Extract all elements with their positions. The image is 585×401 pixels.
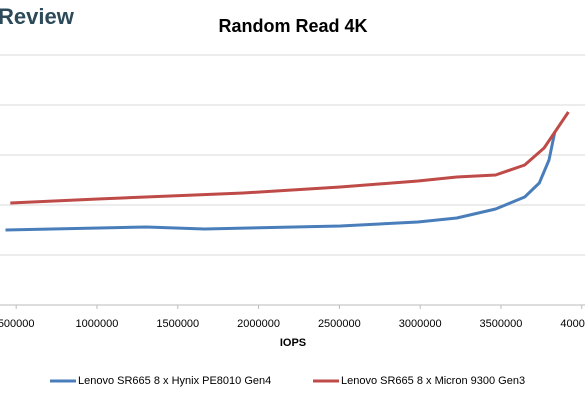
- x-tick-label: 500000: [0, 318, 35, 330]
- data-line: [10, 111, 570, 205]
- legend-label: Lenovo SR665 8 x Micron 9300 Gen3: [341, 375, 525, 387]
- data-line: [5, 131, 557, 232]
- x-tick-label: 4000000: [560, 318, 585, 330]
- x-tick-label: 3500000: [480, 318, 523, 330]
- chart-title: Random Read 4K: [218, 16, 367, 36]
- x-tick-label: 3000000: [399, 318, 442, 330]
- watermark: Review: [0, 4, 75, 29]
- legend-label: Lenovo SR665 8 x Hynix PE8010 Gen4: [78, 375, 271, 387]
- x-tick-label: 1000000: [76, 318, 119, 330]
- x-tick-label: 1500000: [156, 318, 199, 330]
- x-tick-label: 2500000: [318, 318, 361, 330]
- x-tick-label: 2000000: [237, 318, 280, 330]
- x-axis-label: IOPS: [280, 337, 306, 349]
